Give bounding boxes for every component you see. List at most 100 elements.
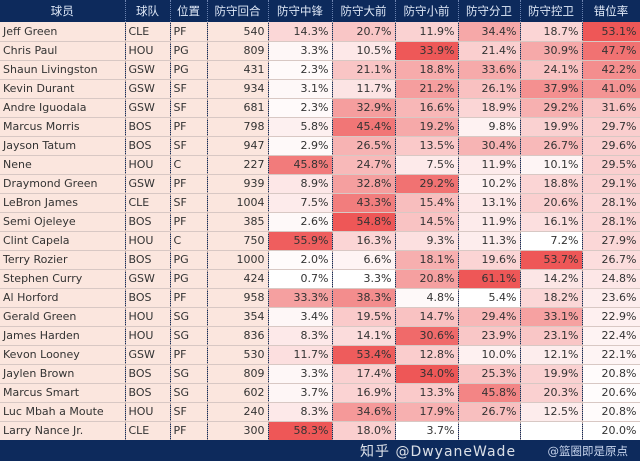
cell-team: BOS bbox=[125, 383, 171, 403]
table-row: Clint Capela HOU C 750 55.9% 16.3% 9.3% 11.3% 7.… bbox=[0, 231, 640, 251]
cell-defensive-possessions: 958 bbox=[207, 288, 269, 308]
cell-vs-shooting-guard: 11.9% bbox=[458, 212, 521, 232]
cell-position: PF bbox=[170, 212, 208, 232]
cell-vs-shooting-guard: 26.1% bbox=[458, 79, 521, 99]
cell-vs-center: 2.3% bbox=[268, 98, 333, 118]
cell-position: SF bbox=[170, 402, 208, 422]
cell-mismatch-rate: 22.4% bbox=[582, 326, 640, 346]
cell-vs-point-guard: 20.3% bbox=[520, 383, 583, 403]
cell-defensive-possessions: 750 bbox=[207, 231, 269, 251]
cell-vs-center: 58.3% bbox=[268, 421, 333, 441]
cell-vs-point-guard: 16.1% bbox=[520, 212, 583, 232]
cell-vs-small-forward: 14.5% bbox=[395, 212, 459, 232]
cell-vs-shooting-guard: 34.4% bbox=[458, 22, 521, 42]
cell-mismatch-rate: 27.9% bbox=[582, 231, 640, 251]
cell-vs-small-forward: 4.8% bbox=[395, 288, 459, 308]
cell-team: BOS bbox=[125, 136, 171, 156]
cell-vs-power-forward: 38.3% bbox=[332, 288, 396, 308]
cell-vs-center: 45.8% bbox=[268, 155, 333, 175]
cell-vs-center: 8.3% bbox=[268, 402, 333, 422]
cell-vs-power-forward: 34.6% bbox=[332, 402, 396, 422]
cell-vs-power-forward: 19.5% bbox=[332, 307, 396, 327]
cell-team: GSW bbox=[125, 174, 171, 194]
cell-position: PG bbox=[170, 269, 208, 289]
cell-position: PF bbox=[170, 345, 208, 365]
cell-vs-small-forward: 11.9% bbox=[395, 22, 459, 42]
cell-mismatch-rate: 28.1% bbox=[582, 212, 640, 232]
cell-vs-point-guard: 12.1% bbox=[520, 345, 583, 365]
cell-vs-center: 7.5% bbox=[268, 193, 333, 213]
cell-vs-power-forward: 14.1% bbox=[332, 326, 396, 346]
cell-position: PF bbox=[170, 22, 208, 42]
cell-vs-power-forward: 21.1% bbox=[332, 60, 396, 80]
cell-vs-center: 8.9% bbox=[268, 174, 333, 194]
cell-player: Chris Paul bbox=[0, 41, 126, 61]
cell-vs-power-forward: 11.7% bbox=[332, 79, 396, 99]
cell-position: SF bbox=[170, 193, 208, 213]
table-row: Shaun Livingston GSW PG 431 2.3% 21.1% 18.8% 33… bbox=[0, 60, 640, 80]
cell-vs-point-guard: 30.9% bbox=[520, 41, 583, 61]
cell-vs-small-forward: 29.2% bbox=[395, 174, 459, 194]
cell-position: PF bbox=[170, 117, 208, 137]
cell-vs-small-forward: 14.7% bbox=[395, 307, 459, 327]
cell-vs-shooting-guard: 23.9% bbox=[458, 326, 521, 346]
cell-mismatch-rate: 41.0% bbox=[582, 79, 640, 99]
cell-defensive-possessions: 947 bbox=[207, 136, 269, 156]
cell-defensive-possessions: 809 bbox=[207, 364, 269, 384]
table-row: Semi Ojeleye BOS PF 385 2.6% 54.8% 14.5% 11.9% 1… bbox=[0, 212, 640, 232]
cell-defensive-possessions: 1000 bbox=[207, 250, 269, 270]
cell-defensive-possessions: 1004 bbox=[207, 193, 269, 213]
footer-credit: @篮圈即是原点 bbox=[547, 444, 629, 458]
cell-position: SG bbox=[170, 364, 208, 384]
cell-position: PF bbox=[170, 421, 208, 441]
cell-vs-shooting-guard: 10.0% bbox=[458, 345, 521, 365]
cell-player: Clint Capela bbox=[0, 231, 126, 251]
cell-player: Kevin Durant bbox=[0, 79, 126, 99]
cell-vs-center: 3.3% bbox=[268, 364, 333, 384]
cell-vs-shooting-guard: 29.4% bbox=[458, 307, 521, 327]
footer-bar: 知乎 @DwyaneWade @篮圈即是原点 bbox=[0, 440, 640, 461]
cell-vs-small-forward: 21.2% bbox=[395, 79, 459, 99]
cell-mismatch-rate: 20.8% bbox=[582, 402, 640, 422]
cell-defensive-possessions: 227 bbox=[207, 155, 269, 175]
cell-vs-power-forward: 16.3% bbox=[332, 231, 396, 251]
cell-vs-point-guard: 14.2% bbox=[520, 269, 583, 289]
cell-vs-point-guard: 29.2% bbox=[520, 98, 583, 118]
cell-vs-shooting-guard: 10.2% bbox=[458, 174, 521, 194]
cell-vs-point-guard bbox=[520, 421, 583, 441]
table-row: Chris Paul HOU PG 809 3.3% 10.5% 33.9% 21.4% 30.… bbox=[0, 41, 640, 61]
cell-vs-shooting-guard: 11.3% bbox=[458, 231, 521, 251]
cell-team: GSW bbox=[125, 98, 171, 118]
cell-vs-power-forward: 10.5% bbox=[332, 41, 396, 61]
cell-vs-small-forward: 18.1% bbox=[395, 250, 459, 270]
cell-team: BOS bbox=[125, 250, 171, 270]
cell-position: SF bbox=[170, 98, 208, 118]
table-row: LeBron James CLE SF 1004 7.5% 43.3% 15.4% 13.1%… bbox=[0, 193, 640, 213]
cell-player: Al Horford bbox=[0, 288, 126, 308]
table-row: Jaylen Brown BOS SG 809 3.3% 17.4% 34.0% 25.3% 1… bbox=[0, 364, 640, 384]
cell-player: Nene bbox=[0, 155, 126, 175]
column-header-vs-center: 防守中锋 bbox=[268, 0, 333, 22]
cell-player: Andre Iguodala bbox=[0, 98, 126, 118]
cell-defensive-possessions: 602 bbox=[207, 383, 269, 403]
cell-team: GSW bbox=[125, 269, 171, 289]
cell-vs-small-forward: 9.3% bbox=[395, 231, 459, 251]
column-header-vs-shooting-guard: 防守分卫 bbox=[458, 0, 521, 22]
cell-mismatch-rate: 29.7% bbox=[582, 117, 640, 137]
cell-vs-small-forward: 12.8% bbox=[395, 345, 459, 365]
cell-vs-point-guard: 23.1% bbox=[520, 326, 583, 346]
table-row: Marcus Morris BOS PF 798 5.8% 45.4% 19.2% 9.8% 1… bbox=[0, 117, 640, 137]
cell-player: Kevon Looney bbox=[0, 345, 126, 365]
cell-vs-center: 3.7% bbox=[268, 383, 333, 403]
cell-mismatch-rate: 20.0% bbox=[582, 421, 640, 441]
cell-vs-shooting-guard: 21.4% bbox=[458, 41, 521, 61]
cell-vs-small-forward: 34.0% bbox=[395, 364, 459, 384]
cell-vs-shooting-guard: 19.6% bbox=[458, 250, 521, 270]
cell-vs-shooting-guard: 33.6% bbox=[458, 60, 521, 80]
cell-vs-power-forward: 32.8% bbox=[332, 174, 396, 194]
cell-player: Stephen Curry bbox=[0, 269, 126, 289]
cell-vs-point-guard: 20.6% bbox=[520, 193, 583, 213]
cell-position: SG bbox=[170, 307, 208, 327]
cell-vs-power-forward: 54.8% bbox=[332, 212, 396, 232]
cell-vs-center: 0.7% bbox=[268, 269, 333, 289]
